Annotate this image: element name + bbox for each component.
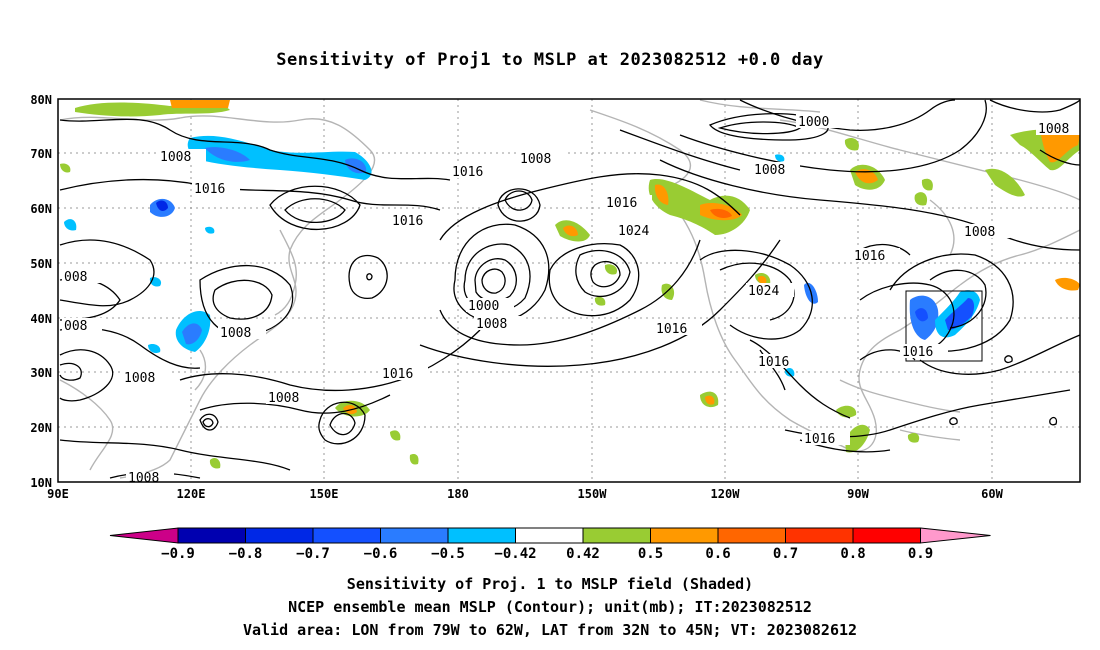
lat-label: 40N: [30, 312, 52, 326]
lat-label: 30N: [30, 366, 52, 380]
lon-label: 120E: [177, 487, 206, 501]
colorbar-segment: [177, 527, 246, 544]
lat-label: 50N: [30, 257, 52, 271]
map-frame: [57, 98, 1081, 483]
colorbar-label: 0.42: [566, 546, 600, 562]
contour-label: 1016: [656, 322, 687, 337]
colorbar-segment: [447, 527, 516, 544]
colorbar-segment: [785, 527, 854, 544]
colorbar-label: −0.42: [494, 546, 536, 562]
colorbar-extend-high: [920, 527, 991, 544]
colorbar-segment: [582, 527, 651, 544]
contour-label: 1008: [268, 391, 299, 406]
contour-label: 1000: [468, 299, 499, 314]
lat-label: 10N: [30, 476, 52, 490]
contour-label: 008: [64, 270, 87, 285]
contour-label: 1016: [854, 249, 885, 264]
colorbar-segment: [650, 527, 719, 544]
colorbar-segment: [515, 527, 584, 544]
colorbar-label: 0.6: [705, 546, 730, 562]
lon-label: 90W: [847, 487, 869, 501]
grid: [58, 99, 1080, 482]
lat-label: 80N: [30, 93, 52, 107]
contour-label: 1008: [220, 326, 251, 341]
colorbar: −0.9 −0.8 −0.7 −0.6 −0.5 −0.42 0.42 0.5 0.6 0.7 0.…: [109, 527, 991, 562]
colorbar-label: 0.5: [638, 546, 663, 562]
contour-label: 1008: [1038, 122, 1069, 137]
contour-label: 1008: [754, 163, 785, 178]
figure-title: Sensitivity of Proj1 to MSLP at 20230825…: [276, 50, 824, 70]
colorbar-segment: [852, 527, 921, 544]
contour-label: 1008: [476, 317, 507, 332]
contour-label: 1008: [160, 150, 191, 165]
valid-area-box: [905, 290, 983, 362]
contour-label: 1016: [804, 432, 835, 447]
lat-label: 60N: [30, 202, 52, 216]
contour-label: 1016: [606, 196, 637, 211]
contour-label: 1008: [964, 225, 995, 240]
colorbar-segment: [312, 527, 381, 544]
contour-label: 1008: [128, 471, 159, 486]
contour-label-group: 1008 1016 1016 1016 1016 1008 1000 1008 …: [62, 114, 1080, 486]
contour-label: 1016: [758, 355, 789, 370]
contour-label: 1008: [124, 371, 155, 386]
colorbar-label: −0.6: [364, 546, 398, 562]
contour-label: 1016: [194, 182, 225, 197]
colorbar-label: 0.8: [840, 546, 865, 562]
colorbar-extend-low: [109, 527, 179, 544]
colorbar-label: 0.9: [908, 546, 933, 562]
caption-line-1: Sensitivity of Proj. 1 to MSLP field (Sh…: [346, 575, 754, 593]
lon-label: 120W: [711, 487, 741, 501]
lat-label: 20N: [30, 421, 52, 435]
contour-label: 1016: [452, 165, 483, 180]
contour-label: 1000: [798, 115, 829, 130]
colorbar-segment: [380, 527, 449, 544]
lon-label: 150W: [578, 487, 608, 501]
colorbar-label: 0.7: [773, 546, 798, 562]
contour-label: 008: [64, 319, 87, 334]
colorbar-segment: [717, 527, 786, 544]
contour-label: 1016: [382, 367, 413, 382]
caption-line-2: NCEP ensemble mean MSLP (Contour); unit(…: [288, 598, 812, 616]
caption-line-3: Valid area: LON from 79W to 62W, LAT fro…: [242, 621, 858, 639]
contour-label: 1016: [902, 345, 933, 360]
colorbar-segment: [245, 527, 314, 544]
contour-label: 1024: [748, 284, 779, 299]
colorbar-label: −0.7: [296, 546, 330, 562]
contour-label: 1016: [392, 214, 423, 229]
contour-label: 1008: [520, 152, 551, 167]
colorbar-label: −0.9: [161, 546, 195, 562]
lon-label: 180: [447, 487, 469, 501]
lon-axis: 90E 120E 150E 180 150W 120W 90W 60W: [47, 487, 1003, 501]
colorbar-label: −0.5: [431, 546, 465, 562]
contour-label: 1024: [618, 224, 649, 239]
lon-label: 150E: [310, 487, 339, 501]
colorbar-label: −0.8: [229, 546, 263, 562]
lat-axis: 10N 20N 30N 40N 50N 60N 70N 80N: [30, 93, 52, 490]
mslp-contours: [59, 99, 1081, 479]
lon-label: 60W: [981, 487, 1003, 501]
lat-label: 70N: [30, 147, 52, 161]
lon-label: 90E: [47, 487, 69, 501]
